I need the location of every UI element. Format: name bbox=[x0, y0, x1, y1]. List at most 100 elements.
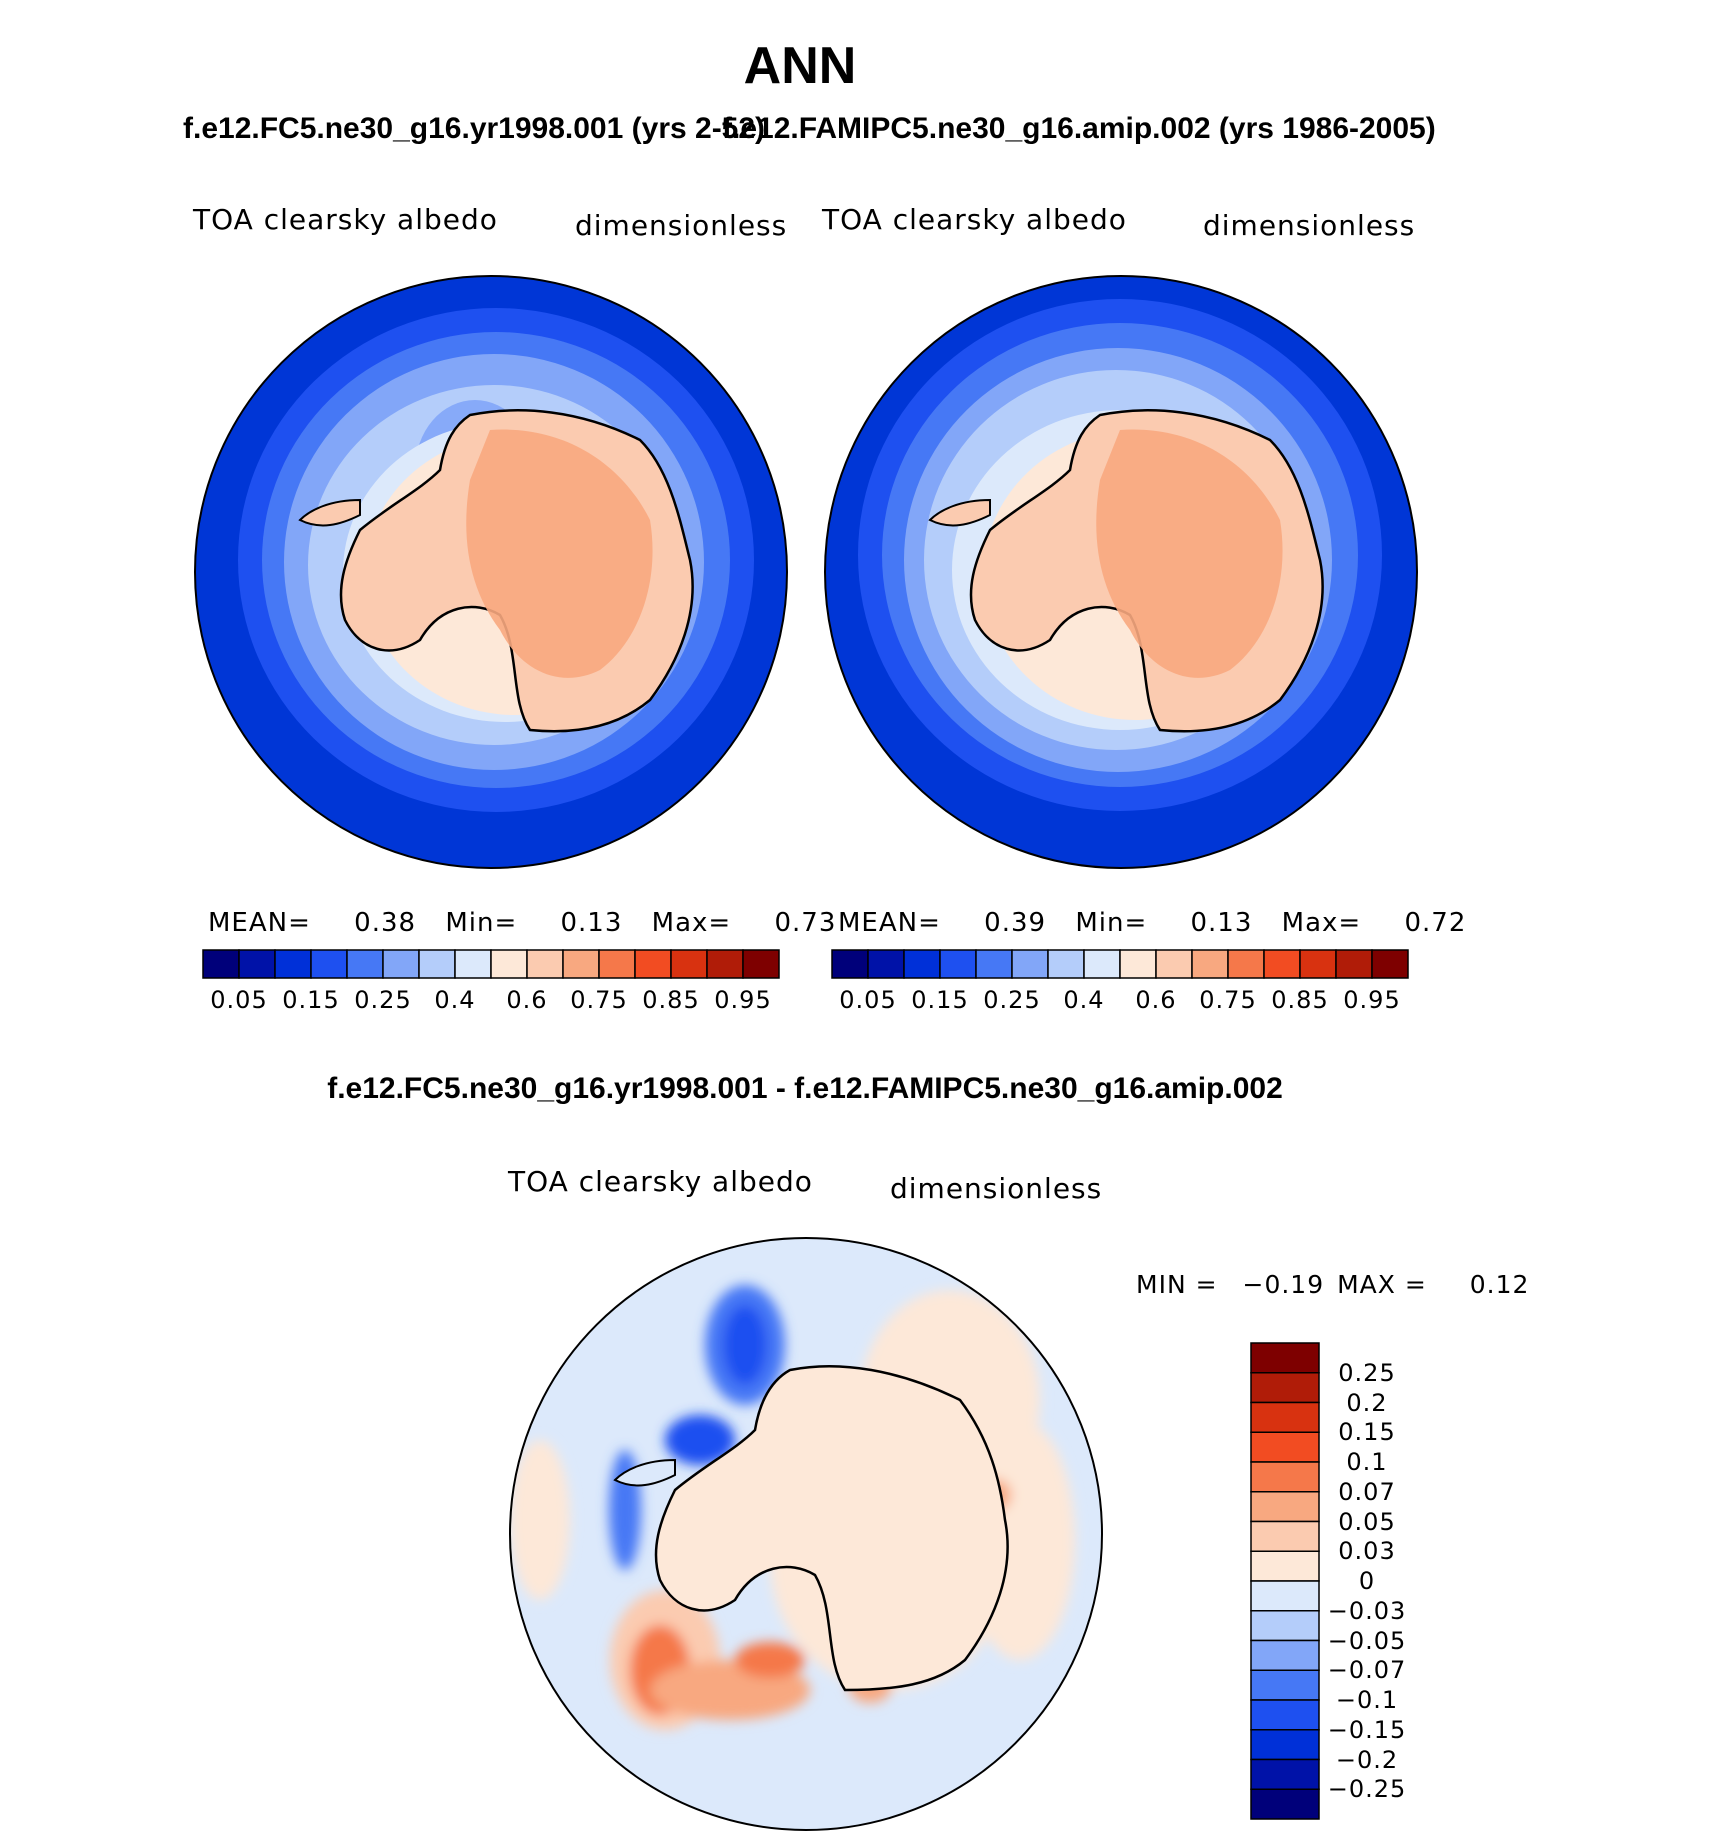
colorbar-swatch bbox=[598, 949, 636, 979]
min-value: 0.13 bbox=[560, 908, 623, 938]
max-value: 0.72 bbox=[1404, 908, 1467, 938]
case-title-left: f.e12.FC5.ne30_g16.yr1998.001 (yrs 2-52) bbox=[183, 112, 766, 145]
colorbar-swatch bbox=[975, 949, 1013, 979]
colorbar-swatch bbox=[202, 949, 240, 979]
colorbar-tick-label: 0.05 bbox=[839, 986, 897, 1014]
colorbar-swatch bbox=[1227, 949, 1265, 979]
colorbar-tick-label: 0.75 bbox=[570, 986, 628, 1014]
colorbar-tick-label: 0.07 bbox=[1338, 1477, 1396, 1506]
colorbar-swatch bbox=[346, 949, 384, 979]
colorbar-swatch bbox=[490, 949, 528, 979]
colorbar-swatch bbox=[1250, 1729, 1320, 1761]
colorbar-swatch bbox=[1083, 949, 1121, 979]
colorbar-swatch bbox=[1250, 1520, 1320, 1552]
colorbar-swatch bbox=[1191, 949, 1229, 979]
colorbar-swatch bbox=[238, 949, 276, 979]
colorbar-swatch bbox=[1250, 1550, 1320, 1582]
units-label-diff: dimensionless bbox=[890, 1172, 1103, 1205]
colorbar-swatch bbox=[1250, 1610, 1320, 1642]
colorbar-swatch bbox=[1250, 1461, 1320, 1493]
colorbar-difference bbox=[1250, 1342, 1320, 1820]
colorbar-swatch bbox=[1335, 949, 1373, 979]
colorbar-tick-label: 0.15 bbox=[1338, 1418, 1396, 1447]
map-left bbox=[194, 275, 788, 869]
colorbar-swatch bbox=[1155, 949, 1193, 979]
colorbar-swatch bbox=[1250, 1342, 1320, 1374]
colorbar-swatch bbox=[1250, 1639, 1320, 1671]
colorbar-tick-label: 0.6 bbox=[506, 986, 548, 1014]
colorbar-tick-label: 0.2 bbox=[1346, 1388, 1388, 1417]
variable-label-diff: TOA clearsky albedo bbox=[508, 1165, 813, 1198]
colorbar-swatch bbox=[526, 949, 564, 979]
map-difference bbox=[509, 1237, 1103, 1831]
colorbar-tick-label: 0.1 bbox=[1346, 1448, 1388, 1476]
colorbar-swatch bbox=[1371, 949, 1409, 979]
colorbar-swatch bbox=[1250, 1491, 1320, 1523]
units-label-right: dimensionless bbox=[1203, 209, 1416, 242]
colorbar-swatch bbox=[867, 949, 905, 979]
colorbar-swatch bbox=[831, 949, 869, 979]
colorbar-swatch bbox=[1250, 1401, 1320, 1433]
max-value: 0.73 bbox=[774, 908, 837, 938]
mean-value: 0.38 bbox=[354, 908, 417, 938]
colorbar-swatch bbox=[1250, 1372, 1320, 1404]
colorbar-swatch bbox=[706, 949, 744, 979]
colorbar-swatch bbox=[1250, 1431, 1320, 1463]
colorbar-swatch bbox=[1299, 949, 1337, 979]
difference-title: f.e12.FC5.ne30_g16.yr1998.001 - f.e12.FA… bbox=[327, 1072, 1283, 1105]
colorbar-swatch bbox=[1250, 1758, 1320, 1790]
colorbar-swatch bbox=[1250, 1669, 1320, 1701]
colorbar-swatch bbox=[418, 949, 456, 979]
colorbar-tick-label: 0.6 bbox=[1135, 986, 1177, 1014]
colorbar-tick-label: −0.25 bbox=[1327, 1775, 1407, 1804]
colorbar-left bbox=[202, 949, 780, 979]
case-title-right: f.e12.FAMIPC5.ne30_g16.amip.002 (yrs 198… bbox=[722, 112, 1436, 145]
colorbar-tick-label: −0.2 bbox=[1335, 1745, 1399, 1774]
colorbar-tick-label: 0.25 bbox=[983, 986, 1041, 1014]
colorbar-tick-label: −0.15 bbox=[1327, 1715, 1407, 1744]
colorbar-swatch bbox=[1011, 949, 1049, 979]
colorbar-tick-label: 0.25 bbox=[354, 986, 412, 1014]
colorbar-swatch bbox=[1047, 949, 1085, 979]
colorbar-right bbox=[831, 949, 1409, 979]
stats-left: MEAN= 0.38 Min= 0.13 Max= 0.73 bbox=[208, 908, 836, 938]
max-label: Max= bbox=[1281, 908, 1362, 938]
units-label-left: dimensionless bbox=[575, 209, 788, 242]
colorbar-swatch bbox=[634, 949, 672, 979]
colorbar-tick-label: 0.15 bbox=[911, 986, 969, 1014]
colorbar-swatch bbox=[742, 949, 780, 979]
colorbar-swatch bbox=[939, 949, 977, 979]
colorbar-tick-label: 0.4 bbox=[434, 986, 476, 1014]
colorbar-tick-label: −0.07 bbox=[1327, 1656, 1407, 1685]
main-title: ANN bbox=[743, 37, 857, 95]
colorbar-tick-label: 0.4 bbox=[1063, 986, 1105, 1014]
colorbar-swatch bbox=[1119, 949, 1157, 979]
colorbar-tick-label: 0.95 bbox=[1343, 986, 1401, 1014]
colorbar-tick-label: 0.85 bbox=[1271, 986, 1329, 1014]
colorbar-tick-label: 0.15 bbox=[282, 986, 340, 1014]
colorbar-tick-label: 0.03 bbox=[1338, 1537, 1396, 1566]
variable-label-left: TOA clearsky albedo bbox=[193, 203, 498, 236]
min-value: −0.19 bbox=[1242, 1270, 1325, 1299]
max-value: 0.12 bbox=[1469, 1270, 1530, 1299]
colorbar-tick-label: 0.75 bbox=[1199, 986, 1257, 1014]
colorbar-tick-label: 0.85 bbox=[642, 986, 700, 1014]
colorbar-tick-label: 0.05 bbox=[210, 986, 268, 1014]
colorbar-tick-label: 0 bbox=[1358, 1567, 1376, 1595]
colorbar-tick-label: −0.03 bbox=[1327, 1596, 1407, 1625]
colorbar-swatch bbox=[1250, 1580, 1320, 1612]
max-label: MAX = bbox=[1337, 1270, 1427, 1299]
colorbar-swatch bbox=[310, 949, 348, 979]
colorbar-swatch bbox=[1250, 1699, 1320, 1731]
variable-label-right: TOA clearsky albedo bbox=[822, 203, 1127, 236]
colorbar-swatch bbox=[562, 949, 600, 979]
colorbar-tick-label: −0.1 bbox=[1335, 1686, 1399, 1714]
colorbar-swatch bbox=[1250, 1788, 1320, 1820]
stats-right: MEAN= 0.39 Min= 0.13 Max= 0.72 bbox=[838, 908, 1466, 938]
colorbar-swatch bbox=[454, 949, 492, 979]
colorbar-tick-label: −0.05 bbox=[1327, 1626, 1407, 1655]
colorbar-tick-label: 0.25 bbox=[1338, 1358, 1396, 1387]
max-label: Max= bbox=[651, 908, 732, 938]
mean-label: MEAN= bbox=[208, 908, 311, 938]
colorbar-swatch bbox=[670, 949, 708, 979]
